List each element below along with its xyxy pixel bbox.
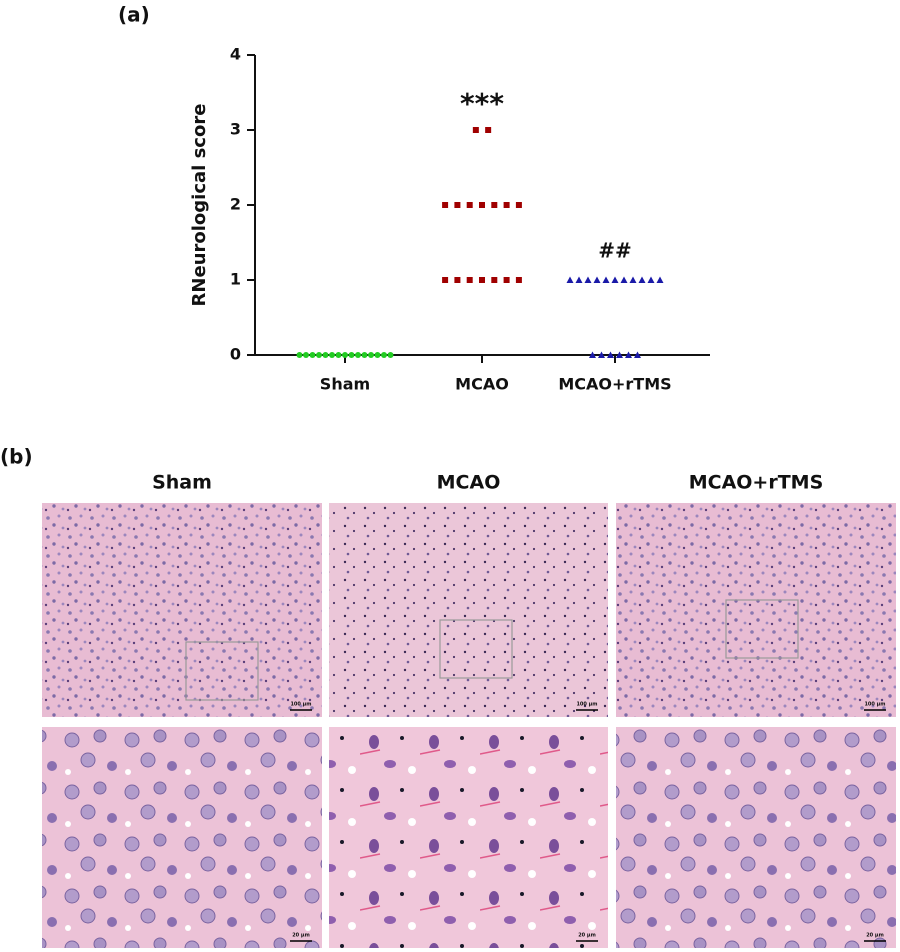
annotation: ## — [598, 239, 632, 263]
point — [575, 276, 583, 283]
annotation: *** — [460, 87, 504, 120]
point — [485, 127, 492, 133]
point — [491, 277, 498, 283]
scale-bar-label: 20 μm — [292, 933, 310, 939]
point — [335, 352, 342, 358]
point — [602, 276, 610, 283]
column-title: Sham — [152, 472, 212, 494]
point — [309, 352, 316, 358]
y-tick-label: 1 — [230, 270, 241, 289]
panel-b: (b) Sham 100 μm 20 μm MCAO 100 μm 20 μm MCAO+r… — [0, 445, 896, 948]
point — [479, 277, 485, 283]
point — [638, 276, 646, 283]
point — [296, 352, 303, 358]
point — [329, 352, 335, 358]
point — [491, 202, 498, 208]
y-tick-label: 3 — [230, 120, 241, 139]
x-tick-label: MCAO — [455, 375, 509, 394]
zoom-box — [439, 619, 513, 679]
point — [598, 351, 605, 358]
point — [634, 351, 641, 358]
point — [566, 276, 574, 283]
scale-bar-label: 100 μm — [864, 702, 885, 708]
point — [368, 352, 374, 358]
column-title: MCAO+rTMS — [689, 472, 824, 494]
panel-label: (b) — [0, 445, 33, 469]
point — [589, 351, 596, 358]
point — [503, 277, 510, 283]
histology-image — [42, 503, 322, 717]
point — [387, 352, 394, 358]
histology-image — [616, 727, 896, 948]
point — [647, 276, 655, 283]
scale-bar-label: 20 μm — [866, 933, 884, 939]
scale-bar-label: 20 μm — [578, 933, 596, 939]
point — [479, 202, 485, 208]
point — [629, 276, 637, 283]
point — [454, 277, 461, 283]
point — [593, 276, 601, 283]
point — [374, 352, 381, 358]
point — [472, 127, 479, 133]
zoom-box — [725, 599, 799, 659]
histology-image — [616, 503, 896, 717]
point — [381, 352, 387, 358]
point — [620, 276, 628, 283]
y-tick-label: 2 — [230, 195, 241, 214]
point — [355, 352, 361, 358]
histology-image — [329, 727, 608, 948]
x-tick-label: Sham — [320, 375, 370, 394]
point — [503, 202, 510, 208]
point — [303, 352, 309, 358]
point — [442, 202, 449, 208]
panel-label: (a) — [118, 3, 150, 27]
zoom-box — [185, 641, 259, 701]
scale-bar-label: 100 μm — [290, 702, 311, 708]
scale-bar-label: 100 μm — [576, 702, 597, 708]
histology-image — [42, 727, 322, 948]
point — [342, 352, 348, 358]
point — [361, 352, 368, 358]
point — [611, 276, 619, 283]
point — [348, 352, 355, 358]
point — [515, 277, 522, 283]
point — [656, 276, 664, 283]
point — [466, 202, 473, 208]
y-axis-label: RNeurological score — [189, 104, 210, 307]
point — [515, 202, 522, 208]
point — [316, 352, 322, 358]
point — [454, 202, 461, 208]
point — [322, 352, 329, 358]
point — [616, 351, 623, 358]
point — [584, 276, 592, 283]
point — [442, 277, 449, 283]
y-tick-label: 4 — [230, 45, 241, 64]
column-title: MCAO — [437, 472, 501, 494]
point — [625, 351, 632, 358]
y-tick-label: 0 — [230, 345, 241, 364]
point — [466, 277, 473, 283]
histology-image — [329, 503, 608, 717]
point — [607, 351, 614, 358]
x-tick-label: MCAO+rTMS — [558, 375, 671, 394]
